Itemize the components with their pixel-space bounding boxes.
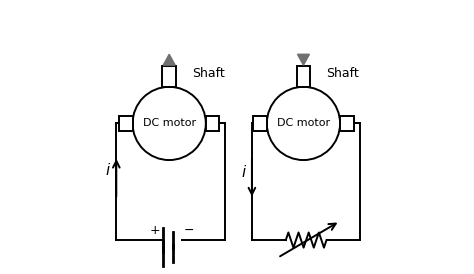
Text: +: + xyxy=(149,224,160,237)
Bar xyxy=(340,116,354,131)
Bar xyxy=(253,116,267,131)
Bar xyxy=(163,67,176,87)
Text: Shaft: Shaft xyxy=(192,67,225,81)
Text: −: − xyxy=(184,224,194,237)
Text: DC motor: DC motor xyxy=(143,118,196,129)
Bar xyxy=(297,67,310,87)
Bar xyxy=(206,116,219,131)
Text: $i$: $i$ xyxy=(241,164,247,180)
Text: DC motor: DC motor xyxy=(277,118,330,129)
Polygon shape xyxy=(163,54,175,65)
Text: Shaft: Shaft xyxy=(327,67,359,81)
Text: $i$: $i$ xyxy=(105,162,111,178)
Bar xyxy=(119,116,133,131)
Polygon shape xyxy=(298,54,310,65)
